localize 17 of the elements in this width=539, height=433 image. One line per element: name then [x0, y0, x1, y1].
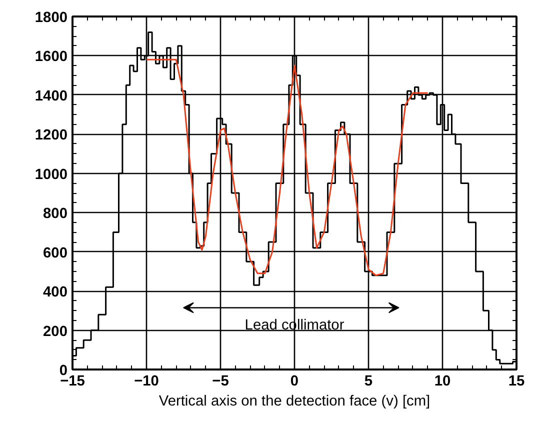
x-tick-label: 5 — [364, 374, 373, 390]
x-tick-label: 10 — [434, 374, 451, 390]
y-tick-label: 200 — [43, 324, 68, 340]
x-axis-title: Vertical axis on the detection face (v) [cm] — [158, 394, 430, 410]
y-tick-label: 800 — [43, 206, 68, 222]
y-tick-label: 1600 — [34, 49, 68, 66]
y-tick-label: 1400 — [34, 88, 68, 104]
y-tick-label: 600 — [43, 245, 68, 262]
y-tick-label: 1800 — [34, 10, 68, 26]
y-tick-label: 1200 — [34, 128, 68, 144]
y-tick-label: 400 — [43, 284, 68, 301]
x-tick-label: −10 — [134, 374, 159, 390]
line-series — [146, 58, 428, 276]
x-tick-label: −5 — [212, 374, 229, 390]
x-tick-label: 0 — [290, 374, 299, 390]
x-tick-label: 15 — [508, 374, 525, 390]
y-tick-label: 1000 — [34, 166, 68, 183]
